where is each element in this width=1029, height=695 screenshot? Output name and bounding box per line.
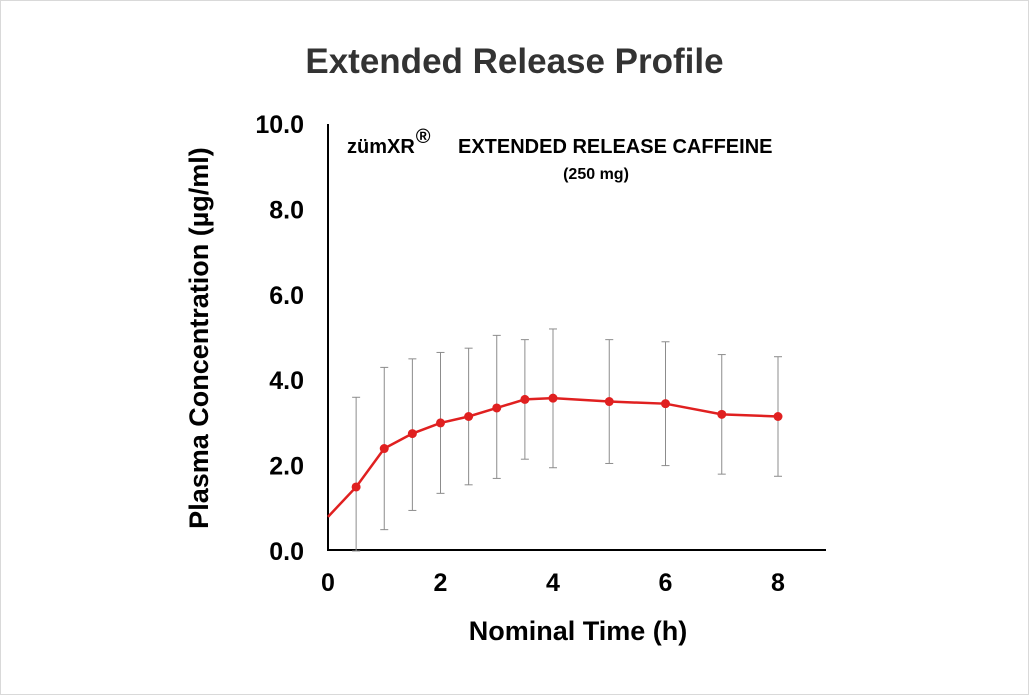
data-point (773, 411, 783, 421)
error-bars (352, 328, 782, 552)
annotation-product: EXTENDED RELEASE CAFFEINE (458, 136, 772, 158)
y-tick-label: 4.0 (269, 367, 304, 395)
data-point (661, 399, 670, 409)
y-tick-labels: 0.0 2.0 4.0 6.0 8.0 10.0 (255, 111, 304, 566)
y-tick-label: 6.0 (269, 282, 304, 310)
y-tick-label: 2.0 (269, 453, 304, 481)
x-tick-label: 2 (434, 569, 448, 597)
x-tick-labels: 0 2 4 6 8 (321, 569, 785, 597)
data-point (717, 409, 727, 419)
data-point (436, 418, 445, 428)
series (327, 393, 783, 518)
y-axis-title: Plasma Concentration (µg/ml) (184, 147, 214, 529)
x-tick-label: 6 (659, 569, 673, 597)
x-tick-label: 4 (546, 569, 560, 597)
data-point (604, 397, 614, 407)
data-point (492, 403, 502, 413)
annotation-brand: zümXR (347, 136, 415, 158)
registered-mark: ® (416, 126, 431, 148)
chart-title: Extended Release Profile (305, 42, 724, 81)
data-point (407, 429, 417, 439)
y-tick-label: 8.0 (269, 196, 304, 224)
data-point (520, 394, 530, 404)
product-annotation: zümXR® EXTENDED RELEASE CAFFEINE (250 mg… (347, 126, 772, 183)
svg-text:zümXR®: zümXR® (347, 126, 431, 158)
data-point (351, 482, 361, 492)
data-point (548, 393, 558, 403)
data-point (464, 411, 474, 421)
x-tick-label: 8 (771, 569, 785, 597)
x-axis-title: Nominal Time (h) (469, 616, 688, 646)
annotation-dose: (250 mg) (563, 166, 629, 183)
y-tick-label: 0.0 (269, 538, 304, 566)
y-tick-label: 10.0 (255, 111, 304, 139)
data-point (379, 444, 389, 454)
axes (327, 124, 826, 551)
x-tick-label: 0 (321, 569, 335, 597)
